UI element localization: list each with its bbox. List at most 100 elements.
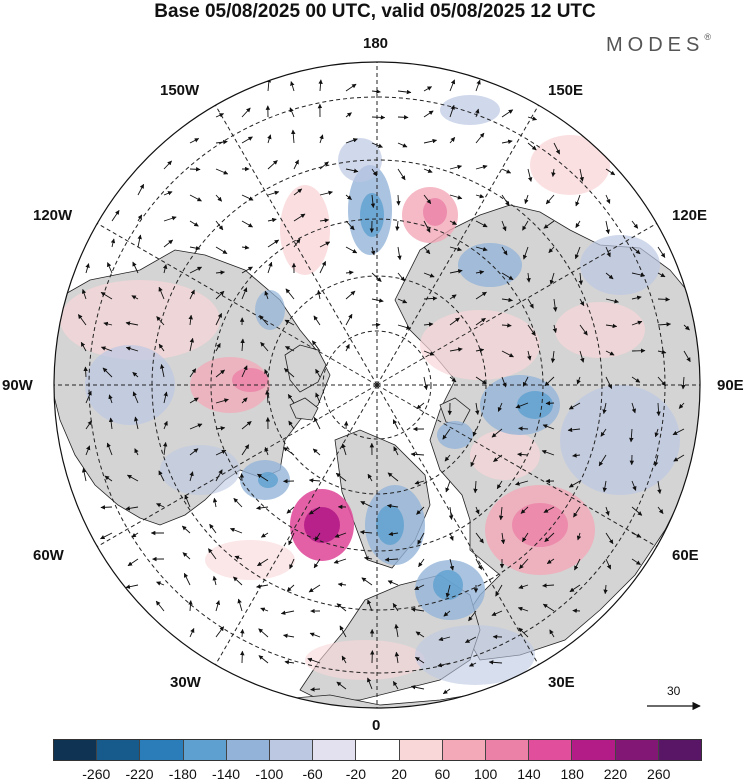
wind-vector	[181, 525, 191, 534]
wind-vector	[308, 478, 321, 483]
wind-vector	[241, 287, 248, 300]
wind-vector	[259, 315, 269, 326]
wind-vector	[212, 497, 218, 508]
wind-vector	[163, 420, 168, 430]
wind-vector	[631, 506, 643, 516]
wind-vector	[336, 603, 347, 612]
anomaly-area	[376, 505, 404, 545]
wind-vector	[656, 402, 661, 417]
wind-vector	[550, 350, 556, 364]
colorbar-segment	[615, 740, 659, 760]
wind-vector	[345, 83, 357, 92]
wind-vector	[163, 391, 168, 404]
wind-vector	[517, 452, 529, 457]
wind-vector	[657, 506, 664, 514]
landmass-arctic-islands	[284, 344, 471, 426]
wind-vector	[449, 269, 463, 274]
anomaly-area	[232, 368, 268, 392]
meridian-lines	[54, 62, 700, 708]
wind-vector	[260, 532, 269, 538]
wind-vector	[287, 394, 295, 404]
wind-vector	[546, 558, 555, 564]
wind-vector	[654, 428, 659, 438]
wind-vector	[163, 191, 173, 196]
wind-vector	[81, 467, 87, 482]
wind-vector	[475, 506, 480, 515]
wind-vector	[542, 424, 555, 430]
wind-vector	[189, 289, 195, 300]
meridian-line	[215, 384, 378, 665]
wind-vector	[416, 506, 425, 515]
lon-label-120e: 120E	[672, 207, 708, 224]
wind-vector	[286, 506, 295, 514]
wind-vector	[189, 423, 203, 430]
wind-vector	[574, 558, 581, 571]
wind-vector	[367, 677, 373, 690]
wind-vector	[515, 480, 529, 486]
wind-vector	[336, 681, 347, 690]
wind-vector	[284, 319, 295, 326]
colorbar	[53, 739, 702, 761]
wind-vector	[449, 317, 460, 326]
wind-vector	[501, 168, 512, 174]
anomaly-area	[555, 302, 645, 358]
wind-vector	[189, 448, 199, 456]
wind-vector	[308, 506, 321, 515]
wind-vector	[285, 346, 295, 352]
wind-vector	[605, 350, 615, 356]
wind-vector	[316, 289, 322, 300]
wind-vector	[392, 603, 399, 612]
wind-vector	[443, 610, 451, 617]
wind-vector	[110, 238, 116, 248]
wind-vector	[289, 558, 295, 570]
registered-mark: ®	[704, 32, 711, 42]
lon-label-90e: 90E	[717, 377, 744, 394]
wind-vector	[629, 428, 634, 443]
wind-vector	[293, 159, 299, 170]
wind-vector	[371, 272, 382, 282]
wind-vector	[367, 599, 373, 612]
wind-vector	[576, 532, 582, 541]
wind-vector	[475, 291, 487, 300]
colorbar-tick-label: 100	[473, 766, 498, 782]
wind-vector	[286, 584, 295, 592]
wind-vector	[549, 272, 555, 285]
wind-vector	[449, 220, 457, 225]
wind-vector	[475, 164, 488, 170]
wind-vector	[423, 220, 431, 233]
wind-vector	[598, 454, 607, 467]
wind-vector	[395, 220, 400, 232]
wind-vector	[568, 402, 581, 410]
wind-vector	[264, 290, 269, 300]
anomaly-area	[420, 310, 540, 380]
wind-vector	[215, 600, 221, 612]
colorbar-tick-label: -100	[255, 766, 284, 782]
wind-vector	[333, 558, 347, 564]
wind-vector	[423, 86, 432, 92]
anomaly-area	[580, 235, 660, 295]
wind-vector	[475, 317, 486, 326]
wind-vector	[544, 376, 555, 387]
wind-vector	[475, 402, 480, 416]
wind-vector	[657, 376, 666, 387]
wind-vector	[418, 558, 425, 568]
wind-vector	[475, 193, 485, 199]
wind-vector	[241, 136, 253, 144]
wind-vector	[125, 321, 139, 326]
colorbar-segment	[529, 740, 573, 760]
wind-vector	[631, 480, 637, 491]
wind-vector	[501, 194, 510, 207]
lon-label-30w: 30W	[170, 674, 201, 691]
wind-vector	[678, 402, 685, 409]
wind-vector	[552, 324, 558, 334]
colorbar-segment	[54, 740, 98, 760]
wind-vector	[445, 584, 451, 598]
wind-vector	[605, 506, 610, 516]
wind-vector	[189, 397, 199, 404]
wind-vector	[488, 660, 503, 665]
wind-vector	[468, 610, 477, 622]
wind-vector	[215, 270, 225, 275]
anomaly-area	[60, 280, 220, 360]
colorbar-tick-label: 220	[603, 766, 628, 782]
wind-vector	[518, 584, 529, 589]
